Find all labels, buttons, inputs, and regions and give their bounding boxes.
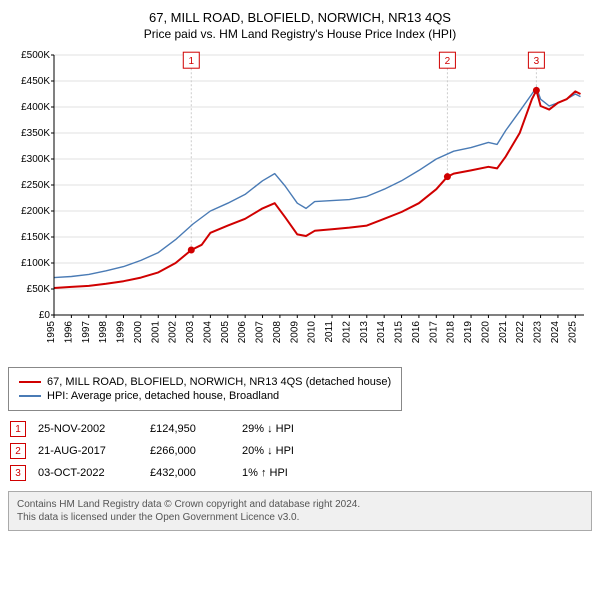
legend: 67, MILL ROAD, BLOFIELD, NORWICH, NR13 4… (8, 367, 402, 411)
svg-text:2: 2 (445, 56, 451, 67)
svg-text:1998: 1998 (98, 321, 109, 344)
event-row: 2 21-AUG-2017£266,00020% ↓ HPI (10, 441, 304, 461)
event-marker: 1 (10, 421, 26, 437)
svg-text:2001: 2001 (150, 321, 161, 344)
svg-text:2008: 2008 (272, 321, 283, 344)
footer-line: This data is licensed under the Open Gov… (17, 511, 583, 524)
svg-text:1995: 1995 (46, 321, 57, 344)
svg-text:2016: 2016 (411, 321, 422, 344)
events-table: 1 25-NOV-2002£124,95029% ↓ HPI 2 21-AUG-201… (8, 417, 306, 485)
svg-text:1999: 1999 (116, 321, 127, 344)
svg-text:2012: 2012 (341, 321, 352, 344)
footer-line: Contains HM Land Registry data © Crown c… (17, 498, 583, 511)
svg-text:2022: 2022 (515, 321, 526, 344)
svg-text:2000: 2000 (133, 321, 144, 344)
chart-subtitle: Price paid vs. HM Land Registry's House … (8, 27, 592, 41)
svg-text:2013: 2013 (359, 321, 370, 344)
event-delta: 1% ↑ HPI (242, 463, 304, 483)
event-marker: 3 (10, 465, 26, 481)
svg-text:1996: 1996 (63, 321, 74, 344)
event-price: £432,000 (150, 463, 240, 483)
svg-text:£50K: £50K (27, 284, 51, 295)
legend-swatch (19, 381, 41, 383)
svg-text:2009: 2009 (289, 321, 300, 344)
svg-text:£450K: £450K (21, 76, 50, 87)
svg-text:2025: 2025 (567, 321, 578, 344)
event-marker: 2 (10, 443, 26, 459)
event-delta: 29% ↓ HPI (242, 419, 304, 439)
svg-text:2021: 2021 (498, 321, 509, 344)
svg-text:2024: 2024 (550, 321, 561, 344)
legend-item: 67, MILL ROAD, BLOFIELD, NORWICH, NR13 4… (19, 376, 391, 388)
svg-text:2005: 2005 (220, 321, 231, 344)
svg-text:2010: 2010 (307, 321, 318, 344)
svg-text:2015: 2015 (394, 321, 405, 344)
svg-text:1997: 1997 (81, 321, 92, 344)
legend-label: HPI: Average price, detached house, Broa… (47, 390, 279, 402)
svg-text:2002: 2002 (168, 321, 179, 344)
svg-text:2019: 2019 (463, 321, 474, 344)
svg-text:2004: 2004 (202, 321, 213, 344)
event-date: 25-NOV-2002 (38, 419, 148, 439)
svg-text:2023: 2023 (533, 321, 544, 344)
svg-text:1: 1 (188, 56, 194, 67)
event-row: 1 25-NOV-2002£124,95029% ↓ HPI (10, 419, 304, 439)
svg-text:2020: 2020 (480, 321, 491, 344)
svg-text:£150K: £150K (21, 232, 50, 243)
svg-text:£500K: £500K (21, 50, 50, 61)
event-delta: 20% ↓ HPI (242, 441, 304, 461)
svg-text:£200K: £200K (21, 206, 50, 217)
svg-text:£400K: £400K (21, 102, 50, 113)
svg-text:£350K: £350K (21, 128, 50, 139)
svg-text:2014: 2014 (376, 321, 387, 344)
svg-text:2003: 2003 (185, 321, 196, 344)
legend-item: HPI: Average price, detached house, Broa… (19, 390, 391, 402)
svg-text:2018: 2018 (446, 321, 457, 344)
event-price: £124,950 (150, 419, 240, 439)
svg-text:3: 3 (534, 56, 540, 67)
event-row: 3 03-OCT-2022£432,0001% ↑ HPI (10, 463, 304, 483)
attribution-footer: Contains HM Land Registry data © Crown c… (8, 491, 592, 531)
chart-area: £0 £50K £100K £150K £200K £250K £300K £350K £400… (8, 49, 592, 359)
chart-title: 67, MILL ROAD, BLOFIELD, NORWICH, NR13 4… (8, 10, 592, 25)
svg-text:£250K: £250K (21, 180, 50, 191)
svg-text:£0: £0 (39, 310, 51, 321)
event-date: 03-OCT-2022 (38, 463, 148, 483)
svg-text:2017: 2017 (428, 321, 439, 344)
svg-text:2006: 2006 (237, 321, 248, 344)
svg-text:2011: 2011 (324, 321, 335, 343)
line-chart: £0 £50K £100K £150K £200K £250K £300K £350K £400… (8, 49, 592, 359)
event-price: £266,000 (150, 441, 240, 461)
svg-text:£300K: £300K (21, 154, 50, 165)
event-date: 21-AUG-2017 (38, 441, 148, 461)
svg-text:£100K: £100K (21, 258, 50, 269)
svg-text:2007: 2007 (255, 321, 266, 344)
legend-swatch (19, 395, 41, 397)
legend-label: 67, MILL ROAD, BLOFIELD, NORWICH, NR13 4… (47, 376, 391, 388)
